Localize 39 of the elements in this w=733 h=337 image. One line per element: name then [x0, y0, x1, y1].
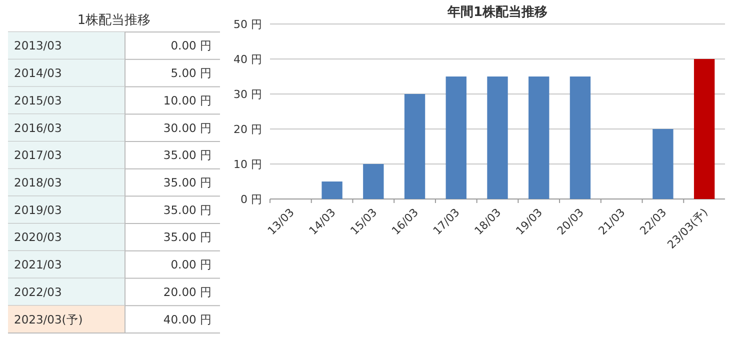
- category-label: 2016/03: [14, 120, 62, 135]
- data-label: 30.00 円: [163, 120, 212, 135]
- bar: [404, 94, 426, 199]
- bar: [487, 76, 508, 199]
- bar: [652, 129, 674, 199]
- category-label: 2013/03: [14, 38, 62, 53]
- data-label: 20.00 円: [163, 284, 212, 299]
- category-label: 2018/03: [14, 176, 62, 190]
- bar: [694, 59, 715, 199]
- category-label: 2017/03: [14, 148, 62, 162]
- bar: [528, 76, 550, 199]
- bar: [363, 164, 384, 199]
- data-label: 35.00 円: [163, 176, 212, 190]
- category-label: 2014/03: [14, 66, 62, 80]
- data-label: 10.00 円: [163, 93, 212, 108]
- data-label: 0.00 円: [170, 258, 212, 272]
- bar: [322, 182, 342, 199]
- category-label: 2021/03: [14, 258, 62, 272]
- chart-title: 年間1株配当推移: [446, 5, 548, 20]
- y-tick-label: 50 円: [234, 18, 262, 31]
- y-tick-label: 0 円: [240, 193, 262, 206]
- category-label: 2019/03: [14, 202, 62, 217]
- y-tick-label: 40 円: [234, 53, 262, 66]
- category-label: 2020/03: [14, 230, 62, 244]
- category-label: 2023/03(予): [14, 312, 83, 326]
- data-label: 40.00 円: [163, 312, 212, 326]
- text: 1株配当推移: [77, 13, 151, 28]
- y-tick-label: 10 円: [234, 158, 262, 171]
- data-label: 5.00 円: [170, 66, 212, 80]
- data-label: 35.00 円: [163, 230, 212, 244]
- category-label: 2022/03: [14, 284, 62, 299]
- category-label: 2015/03: [14, 93, 62, 108]
- y-tick-label: 30 円: [234, 88, 262, 101]
- bar: [446, 76, 466, 199]
- data-label: 35.00 円: [163, 202, 212, 217]
- y-tick-label: 20 円: [234, 123, 262, 136]
- data-label: 35.00 円: [163, 148, 212, 162]
- bar: [570, 76, 591, 199]
- data-label: 0.00 円: [170, 38, 212, 53]
